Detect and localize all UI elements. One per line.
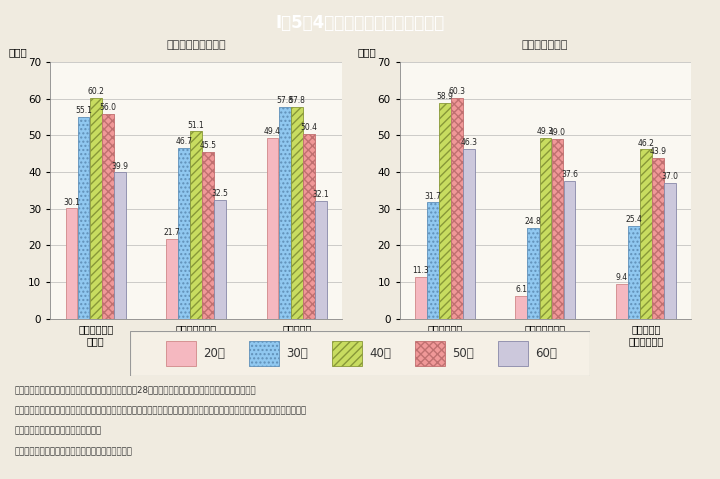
Text: 30.1: 30.1 — [63, 197, 80, 206]
Text: 49.0: 49.0 — [549, 128, 566, 137]
Text: 32.1: 32.1 — [312, 190, 329, 199]
FancyBboxPatch shape — [166, 341, 197, 366]
Text: 21.7: 21.7 — [163, 228, 181, 237]
Text: 55.1: 55.1 — [75, 106, 92, 115]
Bar — [640, 149, 652, 319]
Bar — [564, 181, 575, 319]
Bar — [616, 284, 628, 319]
Bar — [267, 137, 279, 319]
Text: 40代: 40代 — [369, 347, 391, 360]
Text: 24.8: 24.8 — [525, 217, 541, 226]
Text: 50代: 50代 — [452, 347, 474, 360]
Text: 49.4: 49.4 — [264, 127, 281, 136]
Bar — [78, 117, 89, 319]
Bar — [427, 203, 438, 319]
Bar — [516, 296, 527, 319]
Text: 45.5: 45.5 — [199, 141, 217, 150]
Text: 20代: 20代 — [203, 347, 225, 360]
Text: 9.4: 9.4 — [616, 274, 628, 282]
Text: 43.9: 43.9 — [649, 147, 667, 156]
Text: 49.3: 49.3 — [537, 127, 554, 136]
Text: 50.4: 50.4 — [300, 123, 318, 132]
Bar — [528, 228, 539, 319]
Bar — [665, 183, 676, 319]
Text: 60.2: 60.2 — [87, 87, 104, 96]
Bar — [114, 172, 125, 319]
FancyBboxPatch shape — [333, 341, 362, 366]
Text: 57.8: 57.8 — [276, 96, 293, 105]
Bar — [190, 131, 202, 319]
Bar — [552, 139, 563, 319]
Text: 39.9: 39.9 — [112, 161, 128, 171]
Bar — [628, 226, 640, 319]
Bar — [291, 107, 302, 319]
Text: （乳がん検診）: （乳がん検診） — [522, 40, 568, 50]
Text: 60.3: 60.3 — [449, 87, 465, 96]
Text: 37.0: 37.0 — [662, 172, 678, 181]
FancyBboxPatch shape — [249, 341, 279, 366]
Text: ４．数値は，熊本県を除いたものである。: ４．数値は，熊本県を除いたものである。 — [14, 447, 132, 456]
FancyBboxPatch shape — [415, 341, 445, 366]
Text: 46.7: 46.7 — [176, 137, 193, 146]
Bar — [102, 114, 114, 319]
Text: （子宮頸がん検診）: （子宮頸がん検診） — [167, 40, 226, 50]
FancyBboxPatch shape — [130, 331, 590, 376]
Text: 51.1: 51.1 — [188, 121, 204, 130]
Text: 60代: 60代 — [535, 347, 557, 360]
Text: ２．非正規の職員・従業員は，パート，アルバイト，労働者派遣事業所の派遣社員，契約社員，嘱託，その他の合計。: ２．非正規の職員・従業員は，パート，アルバイト，労働者派遣事業所の派遣社員，契約… — [14, 406, 307, 415]
Bar — [451, 98, 463, 319]
Bar — [415, 277, 426, 319]
Text: I－5－4図　女性のがん検診受診率: I－5－4図 女性のがん検診受診率 — [275, 14, 445, 32]
Bar — [539, 138, 552, 319]
Text: 11.3: 11.3 — [413, 266, 429, 275]
Text: （備考）１．厚生労働省「国民生活基礎調査」（平成28年）より内閣府男女共同参画局にて特別集計。: （備考）１．厚生労働省「国民生活基礎調査」（平成28年）より内閣府男女共同参画局… — [14, 386, 256, 395]
Bar — [303, 134, 315, 319]
Bar — [652, 158, 664, 319]
FancyBboxPatch shape — [498, 341, 528, 366]
Text: 46.3: 46.3 — [461, 138, 477, 147]
Text: 56.0: 56.0 — [99, 103, 116, 112]
Text: 32.5: 32.5 — [212, 189, 229, 198]
Bar — [166, 239, 178, 319]
Bar — [215, 200, 226, 319]
Bar — [90, 98, 102, 319]
Text: 46.2: 46.2 — [637, 138, 654, 148]
Text: 37.6: 37.6 — [561, 170, 578, 179]
Bar — [66, 208, 77, 319]
Text: 6.1: 6.1 — [516, 285, 527, 295]
Bar — [202, 152, 214, 319]
Text: 30代: 30代 — [287, 347, 308, 360]
Text: 25.4: 25.4 — [626, 215, 642, 224]
Bar — [279, 107, 291, 319]
Text: 57.8: 57.8 — [288, 96, 305, 105]
Bar — [315, 201, 327, 319]
Text: 58.9: 58.9 — [436, 92, 454, 101]
Text: ３．過去２年間の受診状況。: ３．過去２年間の受診状況。 — [14, 427, 102, 436]
Text: 31.7: 31.7 — [424, 192, 441, 201]
Bar — [439, 103, 451, 319]
Bar — [463, 149, 474, 319]
Bar — [179, 148, 190, 319]
Y-axis label: （％）: （％） — [358, 47, 377, 57]
Y-axis label: （％）: （％） — [9, 47, 27, 57]
